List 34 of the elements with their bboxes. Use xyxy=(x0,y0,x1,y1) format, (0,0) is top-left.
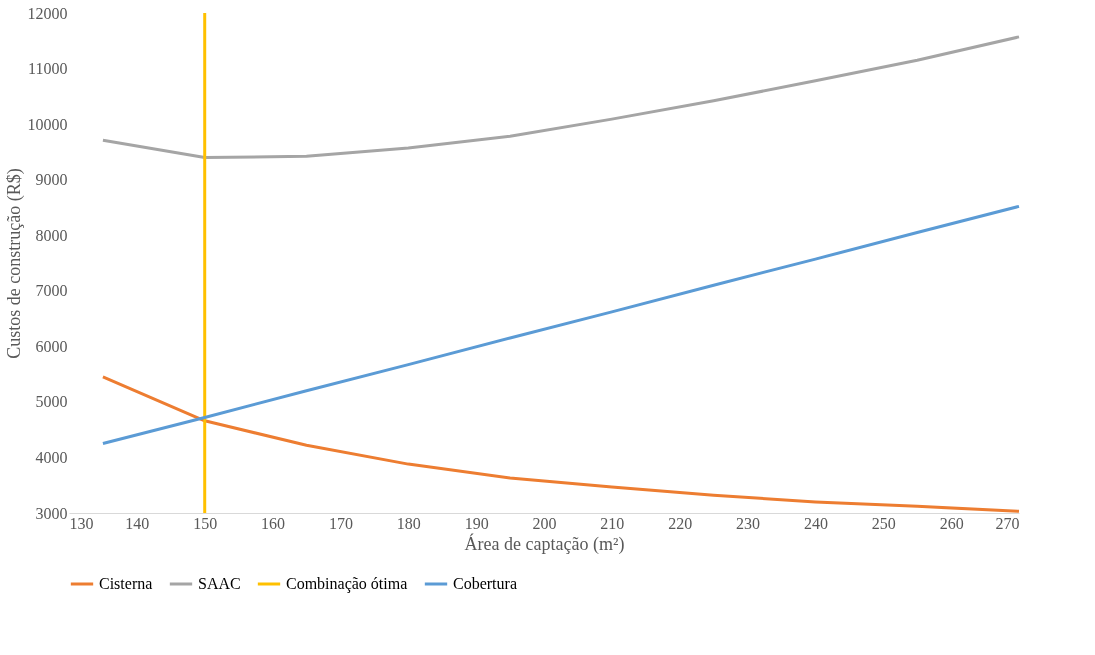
x-tick-label: 210 xyxy=(600,514,625,532)
x-tick-label: 190 xyxy=(464,514,489,532)
y-axis-title: Custos de construção (R$) xyxy=(3,168,25,359)
x-tick-label: 270 xyxy=(995,514,1020,532)
x-tick-label: 140 xyxy=(125,514,150,532)
x-axis-title: Área de captação (m²) xyxy=(464,532,625,555)
y-tick-label: 7000 xyxy=(35,282,68,300)
y-tick-label: 4000 xyxy=(35,448,68,466)
y-tick-label: 9000 xyxy=(35,171,68,189)
legend-label: SAAC xyxy=(198,575,241,592)
x-tick-label: 240 xyxy=(803,514,828,532)
line-series xyxy=(101,204,1021,446)
x-tick-label: 150 xyxy=(193,514,218,532)
line-series xyxy=(101,35,1021,159)
y-tick-label: 5000 xyxy=(35,393,68,411)
y-tick-label: 6000 xyxy=(35,337,68,355)
x-tick-label: 180 xyxy=(396,514,421,532)
legend-label: Combinação ótima xyxy=(286,575,408,593)
x-tick-label: 200 xyxy=(532,514,557,532)
y-tick-label: 8000 xyxy=(35,226,68,244)
x-tick-label: 220 xyxy=(668,514,693,532)
x-tick-label: 160 xyxy=(261,514,286,532)
x-tick-label: 250 xyxy=(871,514,896,532)
legend-label: Cisterna xyxy=(99,575,153,592)
y-tick-label: 10000 xyxy=(27,115,68,133)
y-tick-label: 11000 xyxy=(28,60,68,78)
y-tick-label: 12000 xyxy=(27,4,68,22)
x-tick-label: 130 xyxy=(69,514,94,532)
x-tick-label: 230 xyxy=(736,514,761,532)
y-tick-label: 3000 xyxy=(35,504,68,522)
line-series xyxy=(101,375,1021,513)
x-tick-label: 260 xyxy=(939,514,964,532)
legend-label: Cobertura xyxy=(453,575,517,592)
x-tick-label: 170 xyxy=(328,514,353,532)
